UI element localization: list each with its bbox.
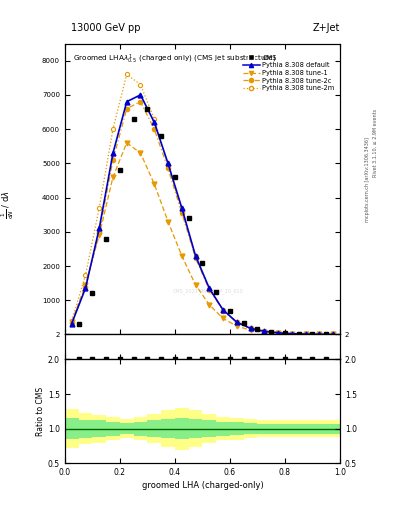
Text: $\frac{1}{\mathrm{d}N}$ / $\mathrm{d}\lambda$: $\frac{1}{\mathrm{d}N}$ / $\mathrm{d}\la…: [0, 190, 16, 219]
X-axis label: groomed LHA (charged-only): groomed LHA (charged-only): [141, 481, 263, 490]
Y-axis label: Ratio to CMS: Ratio to CMS: [36, 387, 45, 436]
Legend: CMS, Pythia 8.308 default, Pythia 8.308 tune-1, Pythia 8.308 tune-2c, Pythia 8.3: CMS, Pythia 8.308 default, Pythia 8.308 …: [241, 53, 337, 93]
Text: mcplots.cern.ch [arXiv:1306.3436]: mcplots.cern.ch [arXiv:1306.3436]: [365, 137, 370, 222]
Text: 13000 GeV pp: 13000 GeV pp: [71, 23, 140, 33]
Text: Z+Jet: Z+Jet: [312, 23, 340, 33]
Text: Rivet 3.1.10, ≥ 2.9M events: Rivet 3.1.10, ≥ 2.9M events: [373, 109, 378, 178]
Text: Groomed LHA$\lambda^{1}_{0.5}$ (charged only) (CMS jet substructure): Groomed LHA$\lambda^{1}_{0.5}$ (charged …: [73, 52, 277, 66]
Text: CMS_2021_PAS_SMP_20_010: CMS_2021_PAS_SMP_20_010: [173, 288, 243, 294]
